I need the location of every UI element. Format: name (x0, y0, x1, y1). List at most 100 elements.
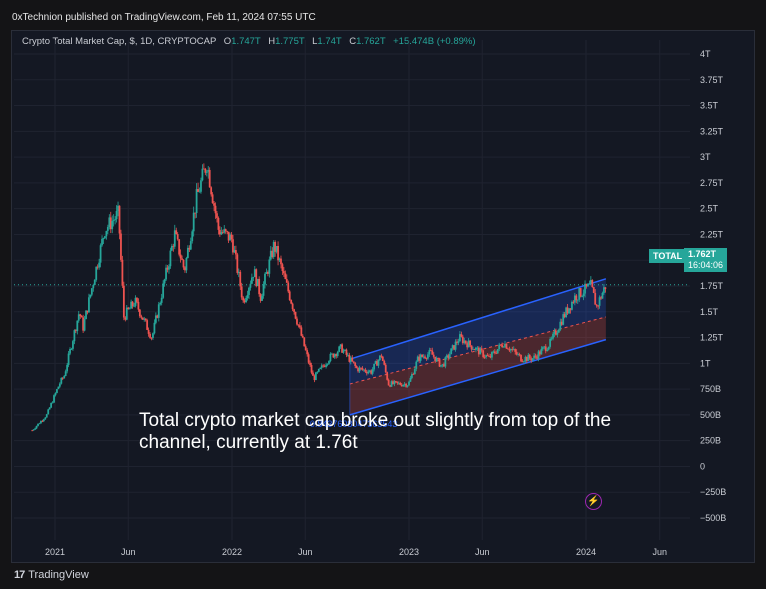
candle-body (143, 318, 146, 320)
candle-body (224, 229, 227, 232)
candle-body (255, 269, 258, 287)
candle-body (178, 239, 181, 255)
candle-body (149, 333, 151, 338)
candle-body (67, 353, 70, 365)
candle-body (274, 242, 277, 252)
candle-body (536, 356, 538, 359)
candle-body (427, 354, 429, 359)
candle-body (495, 353, 498, 354)
candle-body (90, 288, 93, 295)
candle-body (208, 169, 211, 188)
x-tick-label: 2024 (576, 547, 596, 557)
candle-body (307, 354, 310, 363)
candle-body (572, 301, 575, 303)
candle-body (323, 366, 326, 367)
candle-body (560, 321, 563, 325)
candle-body (467, 340, 470, 348)
candle-body (601, 292, 604, 299)
y-tick-label: −250B (700, 487, 726, 497)
candle-body (141, 317, 144, 320)
candle-body (242, 297, 245, 301)
candle-body (310, 365, 313, 373)
symbol-title[interactable]: Crypto Total Market Cap, $, 1D, CRYPTOCA… (22, 36, 217, 47)
candle-body (405, 383, 407, 387)
candle-body (93, 279, 96, 286)
candle-body (189, 241, 192, 250)
candle-body (475, 347, 477, 350)
candle-body (176, 234, 179, 240)
candle-body (243, 300, 246, 303)
candle-body (309, 362, 311, 366)
candle-body (117, 205, 119, 211)
candle-body (411, 374, 413, 378)
candle-body (278, 258, 281, 261)
symbol-legend[interactable]: Crypto Total Market Cap, $, 1D, CRYPTOCA… (22, 36, 476, 47)
candle-body (288, 291, 291, 301)
candle-body (416, 356, 419, 362)
candle-body (594, 292, 597, 305)
candle-body (496, 349, 499, 354)
candle-body (328, 361, 330, 364)
candle-body (486, 355, 489, 356)
candle-body (400, 384, 403, 387)
chart-annotation-text[interactable]: Total crypto market cap broke out slight… (139, 410, 612, 453)
candle-body (322, 365, 325, 367)
candle-body (582, 293, 585, 297)
candle-body (216, 213, 218, 218)
symbol-price-label: TOTAL (649, 249, 687, 263)
candle-body (320, 365, 323, 368)
candle-body (101, 238, 103, 246)
candle-body (473, 349, 476, 351)
candle-body (232, 239, 234, 253)
candle-body (566, 307, 569, 314)
candle-body (543, 346, 546, 348)
candle-body (125, 307, 128, 320)
candle-body (217, 217, 220, 230)
candle-body (76, 320, 79, 332)
candle-body (44, 417, 47, 420)
candle-body (491, 351, 493, 358)
candle-body (163, 279, 166, 284)
high-key: H (268, 36, 276, 47)
channel-upper-zone (349, 278, 606, 384)
candle-body (325, 364, 327, 367)
candle-body (448, 354, 451, 358)
candle-body (258, 278, 261, 295)
chart-panel[interactable]: Crypto Total Market Cap, $, 1D, CRYPTOCA… (11, 30, 755, 563)
candle-body (317, 368, 320, 372)
lightning-icon[interactable]: ⚡ (585, 493, 602, 510)
candle-body (172, 245, 175, 247)
candle-body (85, 310, 87, 320)
candle-body (213, 203, 215, 206)
candle-body (192, 212, 195, 232)
candle-body (185, 257, 188, 271)
candle-body (282, 271, 285, 274)
candle-body (236, 254, 239, 273)
candle-body (348, 354, 351, 362)
tradingview-footer[interactable]: 17 TradingView (14, 569, 89, 581)
x-tick-label: 2021 (45, 547, 65, 557)
candle-body (106, 226, 109, 231)
candle-body (508, 349, 511, 351)
candle-body (73, 330, 76, 342)
candle-body (128, 308, 131, 310)
candle-body (246, 294, 249, 299)
candle-body (32, 429, 35, 431)
candle-body (338, 346, 341, 352)
y-tick-label: 1.75T (700, 281, 724, 291)
candle-body (518, 354, 521, 355)
candle-body (384, 364, 387, 373)
candle-body (303, 337, 306, 347)
candle-body (239, 271, 242, 287)
candle-body (604, 287, 607, 289)
last-price-tag: 1.762T 16:04:06 (684, 248, 728, 272)
candle-body (386, 372, 389, 380)
candle-body (50, 402, 53, 408)
candle-body (250, 277, 253, 284)
candle-body (492, 351, 495, 353)
candle-body (437, 358, 439, 359)
candle-body (597, 305, 600, 307)
candle-body (546, 349, 549, 352)
candle-body (237, 271, 240, 273)
